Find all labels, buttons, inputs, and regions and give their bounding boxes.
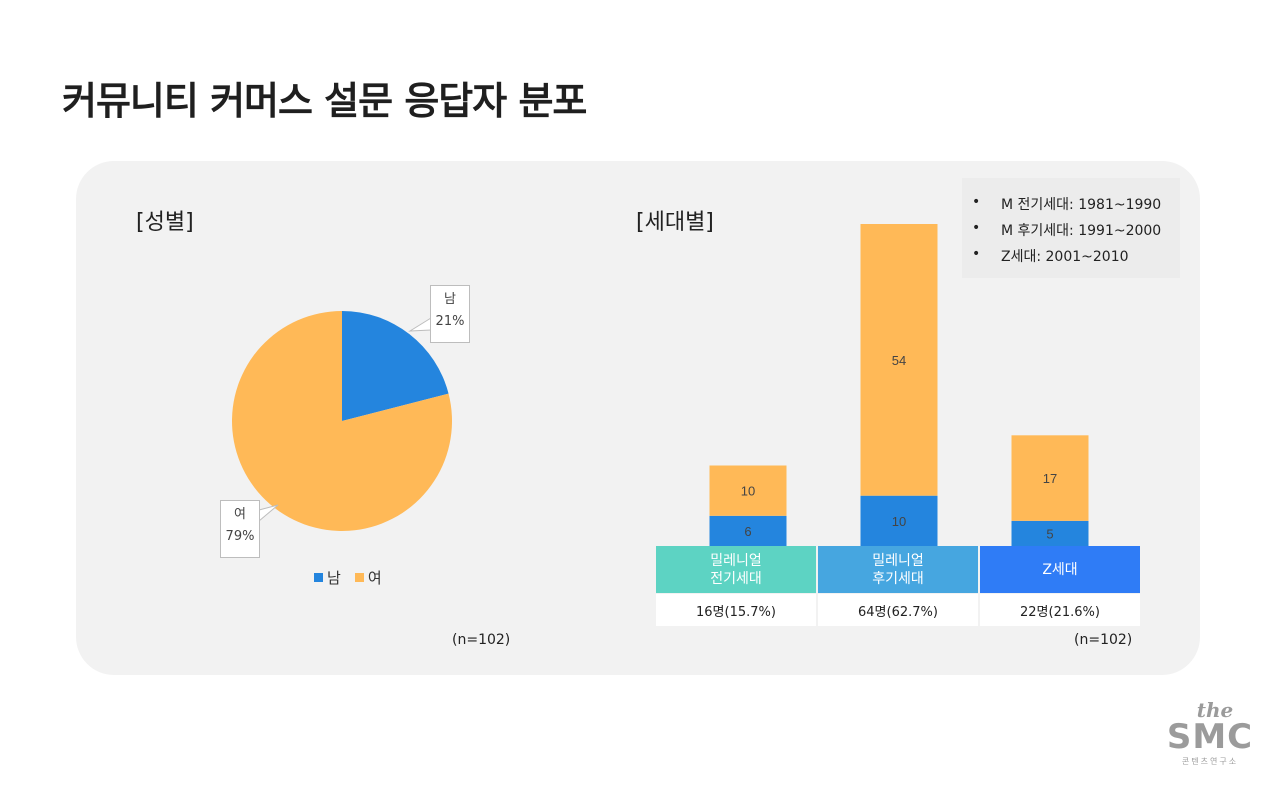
callout-male-label: 남 — [444, 292, 456, 307]
legend-swatch-male — [314, 573, 323, 582]
bar-data-label-0-0: 6 — [744, 524, 751, 539]
pie-slice-1 — [231, 311, 452, 531]
smc-logo: the SMC 콘텐츠연구소 — [1160, 700, 1260, 767]
callout-pointer-male — [408, 317, 432, 332]
legend-label-female: 여 — [367, 569, 382, 587]
pie-legend: 남 여 — [314, 567, 382, 588]
category-count-gen-z: 22명(21.6%) — [980, 594, 1140, 626]
legend-item-female: 여 — [354, 567, 382, 588]
bar-segment-0-1 — [709, 465, 787, 516]
logo-subtitle: 콘텐츠연구소 — [1181, 757, 1239, 766]
legend-label-male: 남 — [327, 569, 341, 587]
bar-data-label-1-0: 10 — [892, 514, 906, 529]
page-title: 커뮤니티 커머스 설문 응답자 분포 — [62, 79, 587, 123]
note-text: Z세대: 2001~2010 — [1001, 249, 1129, 265]
pie-chart — [231, 311, 452, 531]
note-item: • M 전기세대: 1981~1990 — [972, 194, 1180, 214]
gender-n-label: (n=102) — [452, 632, 511, 648]
bar-segment-1-1 — [860, 224, 938, 496]
note-text: M 후기세대: 1991~2000 — [1001, 223, 1162, 239]
callout-female-value: 79% — [225, 529, 255, 544]
gender-section-label: [성별] — [136, 210, 194, 235]
category-header-row: 밀레니얼 전기세대 밀레니얼 후기세대 Z세대 — [656, 546, 1140, 593]
category-label-gen-z: Z세대 — [980, 546, 1140, 593]
bar-data-label-2-1: 17 — [1043, 471, 1057, 486]
note-text: M 전기세대: 1981~1990 — [1001, 197, 1162, 213]
stacked-bar-chart: 6 10 10 54 5 17 — [709, 224, 1089, 546]
note-item: • Z세대: 2001~2010 — [972, 246, 1180, 266]
logo-smc: SMC — [1166, 717, 1254, 757]
note-item: • M 후기세대: 1991~2000 — [972, 220, 1180, 240]
bar-data-label-0-1: 10 — [741, 484, 755, 499]
category-count-millennial-early: 16명(15.7%) — [656, 594, 816, 626]
callout-male: 남 21% — [430, 285, 470, 343]
bar-data-label-2-0: 5 — [1046, 526, 1053, 541]
category-count-millennial-late: 64명(62.7%) — [818, 594, 978, 626]
bar-segment-2-1 — [1011, 435, 1089, 521]
callout-pointer-female — [258, 504, 279, 522]
callout-male-value: 21% — [435, 314, 465, 329]
legend-swatch-female — [354, 573, 364, 582]
category-label-millennial-early: 밀레니얼 전기세대 — [656, 546, 816, 593]
logo-the: the — [1196, 698, 1234, 722]
pie-slice-0 — [342, 311, 449, 421]
generation-n-label: (n=102) — [1074, 632, 1133, 648]
note-bullet: • — [972, 194, 981, 210]
generation-section-label: [세대별] — [636, 210, 714, 235]
bar-segment-0-0 — [709, 515, 787, 546]
callout-female: 여 79% — [220, 500, 260, 558]
note-bullet: • — [972, 220, 981, 236]
bar-segment-2-0 — [1011, 520, 1089, 546]
bar-data-label-1-1: 54 — [892, 353, 906, 368]
note-bullet: • — [972, 246, 981, 262]
bar-segment-1-0 — [860, 495, 938, 546]
callout-female-label: 여 — [234, 507, 246, 522]
legend-item-male: 남 — [314, 567, 341, 588]
category-count-row: 16명(15.7%) 64명(62.7%) 22명(21.6%) — [656, 594, 1140, 626]
generation-notes: • M 전기세대: 1981~1990 • M 후기세대: 1991~2000 • Z… — [962, 178, 1180, 278]
category-label-millennial-late: 밀레니얼 후기세대 — [818, 546, 978, 593]
